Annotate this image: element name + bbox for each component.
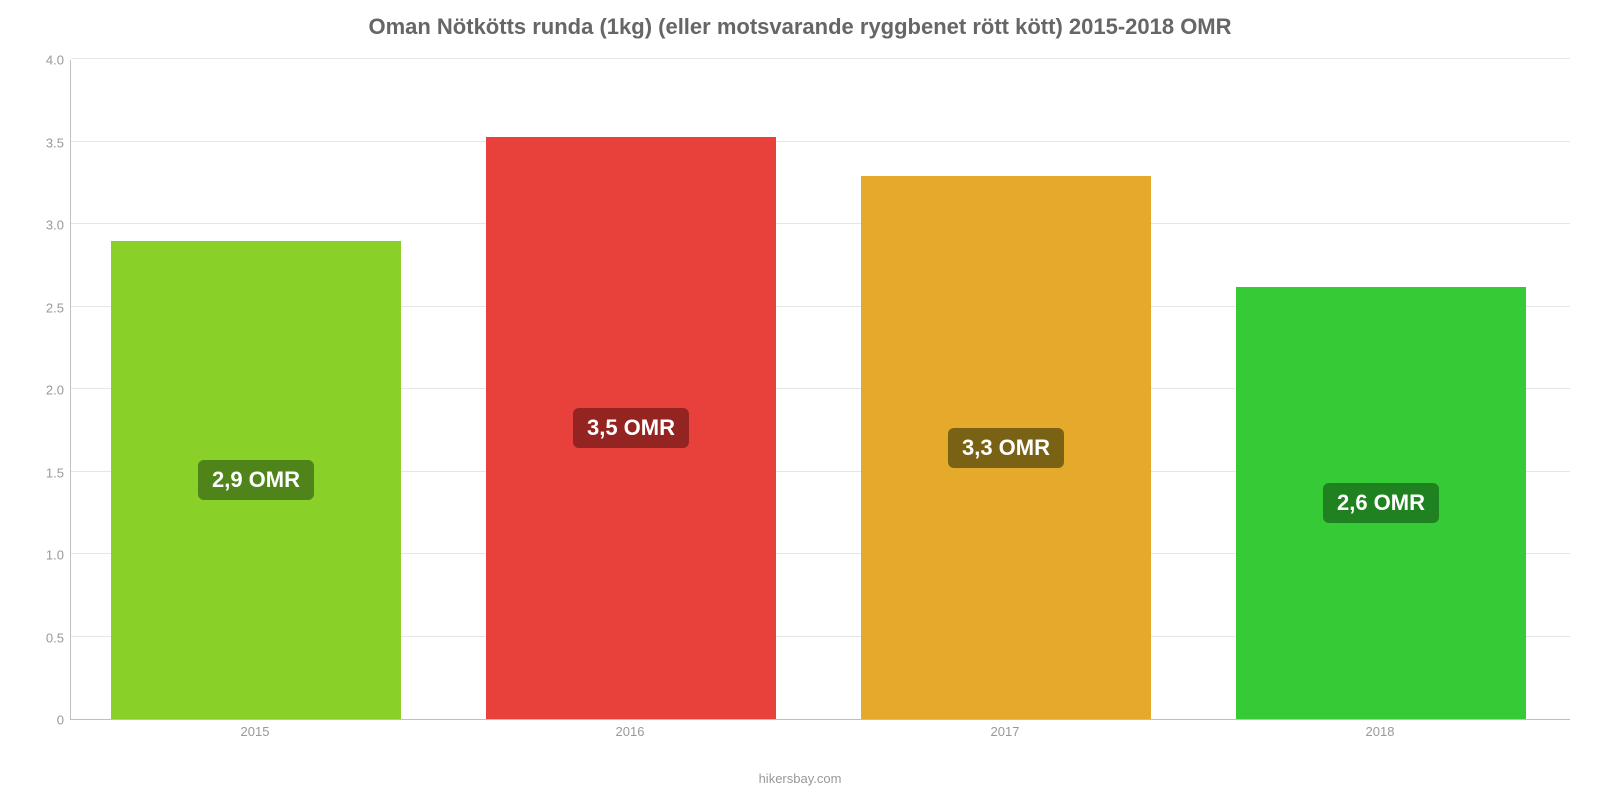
y-axis-tick: 2.0 [4,383,64,398]
bar-value-label: 3,3 OMR [948,428,1064,468]
y-axis-tick: 1.5 [4,465,64,480]
bar: 3,5 OMR [486,137,776,719]
x-axis-tick: 2016 [616,724,645,739]
y-axis-tick: 0 [4,713,64,728]
x-axis-tick: 2018 [1366,724,1395,739]
bar: 3,3 OMR [861,176,1151,719]
chart-container: Oman Nötkötts runda (1kg) (eller motsvar… [0,0,1600,800]
gridline [71,141,1570,142]
bar-value-label: 2,6 OMR [1323,483,1439,523]
x-axis-tick: 2017 [991,724,1020,739]
y-axis-tick: 2.5 [4,300,64,315]
y-axis-tick: 4.0 [4,53,64,68]
plot-area: 2,9 OMR 3,5 OMR 3,3 OMR 2,6 OMR [70,60,1570,720]
y-axis-tick: 3.0 [4,218,64,233]
chart-footer: hikersbay.com [0,771,1600,786]
bar-value-label: 2,9 OMR [198,460,314,500]
y-axis-tick: 3.5 [4,135,64,150]
bar: 2,6 OMR [1236,287,1526,719]
y-axis-tick: 1.0 [4,548,64,563]
chart-title: Oman Nötkötts runda (1kg) (eller motsvar… [0,14,1600,40]
x-axis-tick: 2015 [241,724,270,739]
bar: 2,9 OMR [111,241,401,720]
gridline [71,58,1570,59]
bar-value-label: 3,5 OMR [573,408,689,448]
y-axis-tick: 0.5 [4,630,64,645]
gridline [71,223,1570,224]
